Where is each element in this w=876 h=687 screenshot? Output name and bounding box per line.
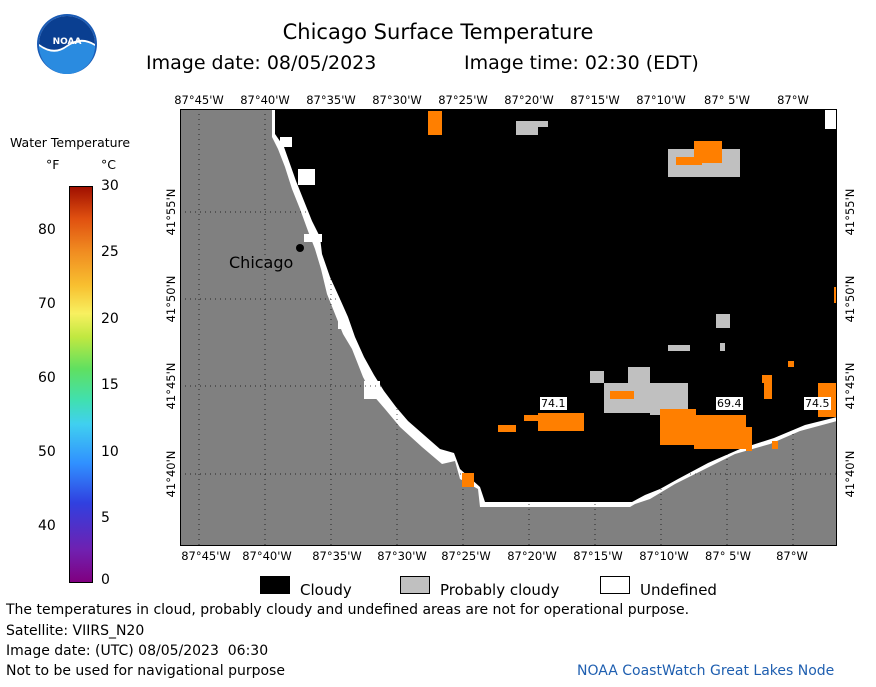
colorbar-unit-f: °F xyxy=(46,157,60,172)
temperature-map xyxy=(180,109,837,546)
cloudy-area xyxy=(275,109,837,502)
lon-label: 87°45'W xyxy=(174,93,224,107)
lon-label: 87° 5'W xyxy=(704,93,750,107)
lon-label: 87°30'W xyxy=(372,93,422,107)
city-label-chicago: Chicago xyxy=(229,253,294,272)
f-tick: 60 xyxy=(38,370,56,386)
lon-label: 87°10'W xyxy=(636,93,686,107)
lon-label: 87°20'W xyxy=(504,93,554,107)
lat-label: 41°45'N xyxy=(843,362,857,410)
f-tick: 70 xyxy=(38,296,56,312)
c-tick: 15 xyxy=(101,377,119,393)
lon-label: 87° 5'W xyxy=(705,549,751,563)
navigation-warning: Not to be used for navigational purpose xyxy=(6,663,285,679)
page-title: Chicago Surface Temperature xyxy=(282,20,594,44)
f-tick: 80 xyxy=(38,222,56,238)
temperature-label: 74.5 xyxy=(804,397,831,410)
lon-label: 87°10'W xyxy=(639,549,689,563)
undefined-patch xyxy=(364,381,380,399)
lat-label: 41°55'N xyxy=(843,188,857,236)
chicago-marker xyxy=(296,244,304,252)
utc-date-text: Image date: (UTC) 08/05/2023 06:30 xyxy=(6,643,269,659)
lon-label: 87°40'W xyxy=(242,549,292,563)
legend-swatch-cloudy xyxy=(260,576,290,594)
legend-label-undefined: Undefined xyxy=(640,581,717,599)
disclaimer-text: The temperatures in cloud, probably clou… xyxy=(6,602,690,618)
lat-label: 41°50'N xyxy=(843,275,857,323)
lon-label: 87°25'W xyxy=(438,93,488,107)
lon-label: 87°15'W xyxy=(573,549,623,563)
legend-swatch-probably-cloudy xyxy=(400,576,430,594)
colorbar xyxy=(69,186,93,583)
lat-label: 41°45'N xyxy=(164,362,178,410)
lon-label: 87°20'W xyxy=(507,549,557,563)
legend-label-cloudy: Cloudy xyxy=(300,581,352,599)
c-tick: 10 xyxy=(101,444,119,460)
warm-water-areas xyxy=(428,111,837,487)
legend-swatch-undefined xyxy=(600,576,630,594)
undefined-patch xyxy=(338,321,348,329)
colorbar-title: Water Temperature xyxy=(10,135,131,150)
noaa-logo: NOAA xyxy=(36,13,98,75)
temperature-label: 74.1 xyxy=(540,397,567,410)
lon-label: 87°15'W xyxy=(570,93,620,107)
satellite-text: Satellite: VIIRS_N20 xyxy=(6,623,145,639)
lat-label: 41°55'N xyxy=(164,188,178,236)
c-tick: 0 xyxy=(101,572,110,588)
image-date: Image date: 08/05/2023 xyxy=(146,52,377,74)
lat-label: 41°40'N xyxy=(843,450,857,498)
c-tick: 5 xyxy=(101,510,110,526)
lon-label: 87°45'W xyxy=(181,549,231,563)
lat-label: 41°40'N xyxy=(164,450,178,498)
credit-text: NOAA CoastWatch Great Lakes Node xyxy=(577,663,835,679)
image-time: Image time: 02:30 (EDT) xyxy=(464,52,699,74)
undefined-patch xyxy=(304,234,322,242)
lon-label: 87°35'W xyxy=(306,93,356,107)
undefined-patch xyxy=(825,109,837,129)
f-tick: 40 xyxy=(38,518,56,534)
temperature-label: 69.4 xyxy=(716,397,743,410)
colorbar-unit-c: °C xyxy=(101,157,116,172)
lon-label: 87°30'W xyxy=(377,549,427,563)
undefined-patch xyxy=(280,137,292,147)
lon-label: 87°40'W xyxy=(240,93,290,107)
f-tick: 50 xyxy=(38,444,56,460)
undefined-patch xyxy=(298,169,315,185)
c-tick: 25 xyxy=(101,244,119,260)
legend-label-probably-cloudy: Probably cloudy xyxy=(440,581,560,599)
c-tick: 20 xyxy=(101,311,119,327)
lon-label: 87°25'W xyxy=(441,549,491,563)
lat-label: 41°50'N xyxy=(164,275,178,323)
lon-label: 87°W xyxy=(776,549,808,563)
lon-label: 87°W xyxy=(777,93,809,107)
noaa-logo-text: NOAA xyxy=(53,37,82,47)
lon-label: 87°35'W xyxy=(312,549,362,563)
c-tick: 30 xyxy=(101,178,119,194)
